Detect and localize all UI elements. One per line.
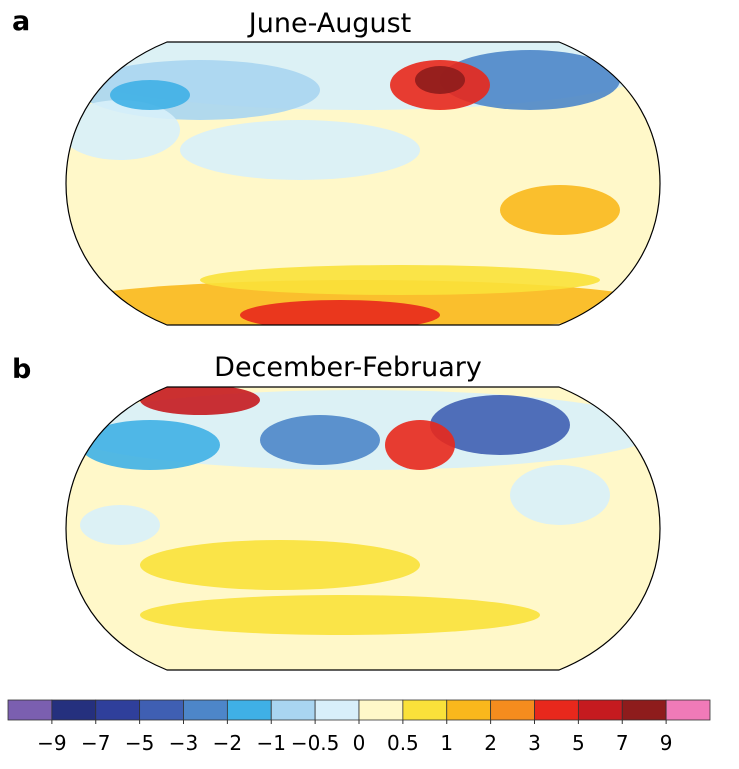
- panel-label: b: [12, 354, 31, 385]
- field-patch: [385, 420, 455, 470]
- colorbar: −9 −7 −5 −3 −2 −1 −0.5 0 0.5 1 2 3 5 7 9: [7, 699, 711, 755]
- map-outline: [65, 41, 661, 326]
- field-patch: [80, 505, 160, 545]
- field-patch: [180, 120, 420, 180]
- field-patch: [260, 415, 380, 465]
- tick-label: −7: [81, 731, 110, 755]
- panel-title: June-August: [247, 8, 411, 39]
- color-box: [51, 699, 97, 721]
- color-box: [314, 699, 360, 721]
- field-patch: [110, 80, 190, 110]
- map-outline: [65, 386, 661, 671]
- tick-label: 9: [660, 731, 673, 755]
- field-patch: [140, 540, 420, 590]
- tick-label: 0.5: [387, 731, 419, 755]
- field-patch: [415, 66, 465, 94]
- color-box: [270, 699, 316, 721]
- color-box: [358, 699, 404, 721]
- color-box: [577, 699, 623, 721]
- tick-label: 2: [484, 731, 497, 755]
- color-box: [95, 699, 141, 721]
- field-patch: [510, 465, 610, 525]
- field-patch: [80, 420, 220, 470]
- field-patch: [66, 100, 180, 160]
- field-patch: [240, 300, 440, 325]
- tick-label: −2: [213, 731, 242, 755]
- color-box: [139, 699, 184, 721]
- panel-title: December-February: [214, 352, 482, 383]
- tick-label: 7: [616, 731, 629, 755]
- tick-label: 0: [353, 731, 366, 755]
- field-patch: [140, 595, 540, 635]
- tick-label: 3: [528, 731, 541, 755]
- tick-label: 1: [440, 731, 453, 755]
- tick-label: 5: [572, 731, 585, 755]
- color-box: [446, 699, 492, 721]
- field-patch: [430, 395, 570, 455]
- map: [66, 387, 660, 670]
- tick-label: −3: [169, 731, 198, 755]
- map: [66, 42, 660, 325]
- color-box: [490, 699, 535, 721]
- field-patch: [500, 185, 620, 235]
- panel-label: a: [12, 6, 30, 37]
- color-box: [226, 699, 272, 721]
- color-box: [621, 699, 667, 721]
- color-box: [534, 699, 579, 721]
- tick-label: −0.5: [291, 731, 340, 755]
- tick-label: −5: [125, 731, 154, 755]
- color-box: [665, 699, 711, 721]
- tick-label: −1: [257, 731, 286, 755]
- field-patch: [140, 387, 260, 415]
- color-box: [7, 699, 53, 721]
- tick-label: −9: [37, 731, 66, 755]
- color-box: [402, 699, 448, 721]
- color-box: [183, 699, 228, 721]
- field-patch: [200, 265, 600, 295]
